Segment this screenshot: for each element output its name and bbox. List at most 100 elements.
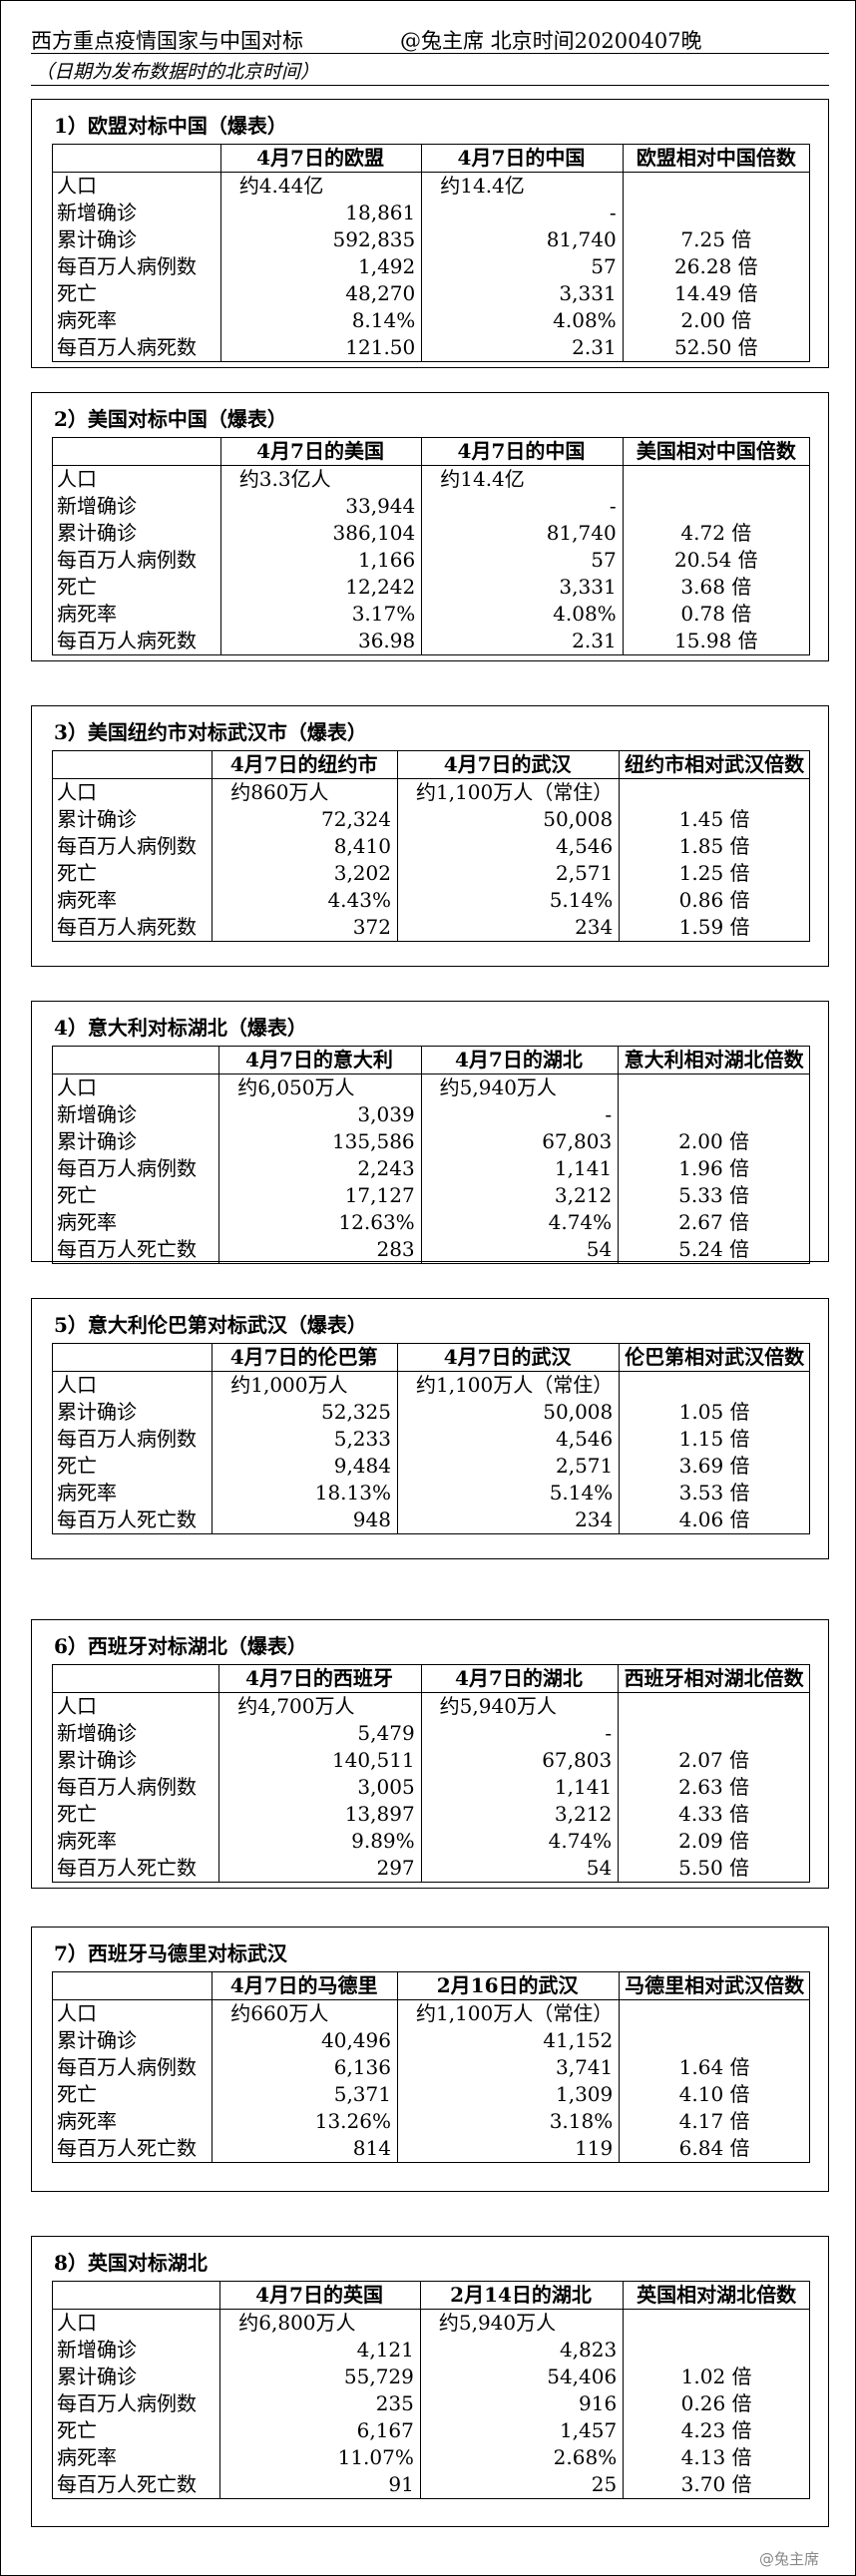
table-cell: 8,410 (212, 833, 398, 860)
table-cell: 约860万人 (212, 778, 398, 806)
column-header (51, 1971, 214, 2000)
column-header: 2月14日的湖北 (419, 2281, 625, 2310)
row-label: 每百万人病例数 (51, 2054, 214, 2081)
row-label: 每百万人死亡数 (51, 1855, 220, 1883)
table-cell: 5.14% (396, 887, 621, 914)
table-cell: 4.08% (421, 307, 624, 334)
row-label: 每百万人病死数 (52, 334, 221, 362)
table-cell: - (420, 1720, 620, 1747)
comparison-box: 3）美国纽约市对标武汉市（爆表） 4月7日的纽约市 4月7日的武汉 纽约市相对武汉倍数… (31, 705, 829, 967)
table-cell: 4.10 倍 (619, 2081, 810, 2108)
table-cell: 33,944 (219, 493, 423, 520)
table-title: 3）美国纽约市对标武汉市（爆表） (54, 720, 367, 744)
table-header-row: 4月7日的马德里 2月16日的武汉 马德里相对武汉倍数 (51, 1971, 810, 2000)
column-header (52, 144, 221, 173)
table-row: 累计确诊 386,104 81,740 4.72 倍 (52, 520, 811, 547)
table-row: 新增确诊 33,944- (52, 493, 811, 520)
table-cell: 3,331 (421, 280, 624, 307)
row-label: 每百万人病例数 (51, 1774, 220, 1801)
table-cell: 5.14% (396, 1480, 621, 1506)
column-header: 西班牙相对湖北倍数 (618, 1664, 810, 1693)
table-cell (622, 172, 811, 200)
row-label: 累计确诊 (51, 2363, 221, 2390)
table-cell: 5,479 (218, 1720, 422, 1747)
table-cell: 135,586 (218, 1128, 422, 1155)
table-row: 每百万人死亡数 283 54 5.24 倍 (51, 1236, 810, 1264)
comparison-table: 4月7日的伦巴第 4月7日的武汉 伦巴第相对武汉倍数 人口 约1,000万人 约1,100… (51, 1343, 810, 1534)
column-header (51, 2281, 221, 2310)
table-row: 人口 约860万人 约1,100万人（常住） (51, 778, 810, 806)
table-cell: 4.74% (420, 1209, 620, 1236)
table-cell: 3.17% (219, 601, 423, 628)
table-cell: 约4,700万人 (218, 1692, 422, 1720)
table-title: 2）美国对标中国（爆表） (54, 407, 287, 431)
table-cell: 4.23 倍 (623, 2417, 810, 2444)
table-row: 累计确诊 52,325 50,008 1.05 倍 (51, 1399, 810, 1426)
table-row: 每百万人病例数 6,136 3,741 1.64 倍 (51, 2054, 810, 2081)
column-header: 4月7日的英国 (219, 2281, 421, 2310)
table-cell: - (421, 200, 624, 226)
column-header: 4月7日的武汉 (396, 750, 621, 779)
column-header (51, 1046, 220, 1074)
column-header (51, 1664, 220, 1693)
table-cell: 4,546 (396, 1426, 621, 1453)
table-row: 病死率 11.07% 2.68% 4.13 倍 (51, 2444, 810, 2471)
table-cell: 1.15 倍 (619, 1426, 810, 1453)
column-header: 美国相对中国倍数 (622, 437, 811, 466)
column-header: 2月16日的武汉 (396, 1971, 621, 2000)
row-label: 死亡 (51, 1801, 220, 1828)
table-cell: 234 (396, 1506, 621, 1534)
table-cell: 52,325 (212, 1399, 398, 1426)
table-cell: 2.31 (421, 628, 624, 655)
table-row: 累计确诊 72,324 50,008 1.45 倍 (51, 806, 810, 833)
table-row: 死亡 6,167 1,457 4.23 倍 (51, 2417, 810, 2444)
table-cell: 5,233 (212, 1426, 398, 1453)
row-label: 病死率 (51, 1209, 220, 1236)
row-label: 新增确诊 (51, 1101, 220, 1128)
table-cell: 约1,100万人（常住） (396, 1371, 621, 1399)
table-title: 8）英国对标湖北 (54, 2251, 208, 2275)
table-cell (618, 1073, 810, 1101)
table-row: 死亡 3,202 2,571 1.25 倍 (51, 860, 810, 887)
table-cell: 81,740 (421, 226, 624, 253)
table-cell: 0.86 倍 (619, 887, 810, 914)
table-cell: 4.33 倍 (618, 1801, 810, 1828)
table-cell: 1.02 倍 (623, 2363, 810, 2390)
table-cell: 4.13 倍 (623, 2444, 810, 2471)
table-cell: 4.06 倍 (619, 1506, 810, 1534)
table-cell: 1,141 (420, 1155, 620, 1182)
table-cell: 7.25 倍 (622, 226, 811, 253)
table-row: 每百万人病例数 8,410 4,546 1.85 倍 (51, 833, 810, 860)
table-row: 新增确诊 4,121 4,823 (51, 2337, 810, 2363)
table-cell (623, 2337, 810, 2363)
column-header: 4月7日的伦巴第 (212, 1343, 398, 1372)
comparison-table: 4月7日的西班牙 4月7日的湖北 西班牙相对湖北倍数 人口 约4,700万人 约5,940… (51, 1664, 810, 1883)
table-cell: 54 (420, 1236, 620, 1264)
table-cell: 约6,050万人 (218, 1073, 422, 1101)
table-title: 7）西班牙马德里对标武汉 (54, 1941, 287, 1965)
comparison-table: 4月7日的纽约市 4月7日的武汉 纽约市相对武汉倍数 人口 约860万人 约1,100万人… (51, 750, 810, 942)
table-row: 每百万人病例数 1,166 57 20.54 倍 (52, 547, 811, 574)
column-header: 英国相对湖北倍数 (623, 2281, 810, 2310)
row-label: 病死率 (51, 1828, 220, 1855)
table-cell: 72,324 (212, 806, 398, 833)
table-cell: 36.98 (219, 628, 423, 655)
table-row: 人口 约6,800万人 约5,940万人 (51, 2309, 810, 2337)
table-cell: 386,104 (219, 520, 423, 547)
row-label: 死亡 (52, 574, 221, 601)
table-row: 新增确诊 5,479- (51, 1720, 810, 1747)
table-cell: 4.43% (212, 887, 398, 914)
table-cell: 约4.44亿 (219, 172, 423, 200)
row-label: 每百万人病死数 (51, 914, 214, 942)
date-note: （日期为发布数据时的北京时间） (35, 61, 320, 83)
table-cell: 约1,100万人（常住） (396, 1999, 621, 2027)
table-cell: 2,243 (218, 1155, 422, 1182)
row-label: 每百万人死亡数 (51, 2135, 214, 2163)
table-cell: 54 (420, 1855, 620, 1883)
table-cell (619, 778, 810, 806)
row-label: 人口 (51, 1371, 214, 1399)
table-cell: 48,270 (219, 280, 423, 307)
table-row: 每百万人病例数 2,243 1,141 1.96 倍 (51, 1155, 810, 1182)
table-cell: 234 (396, 914, 621, 942)
